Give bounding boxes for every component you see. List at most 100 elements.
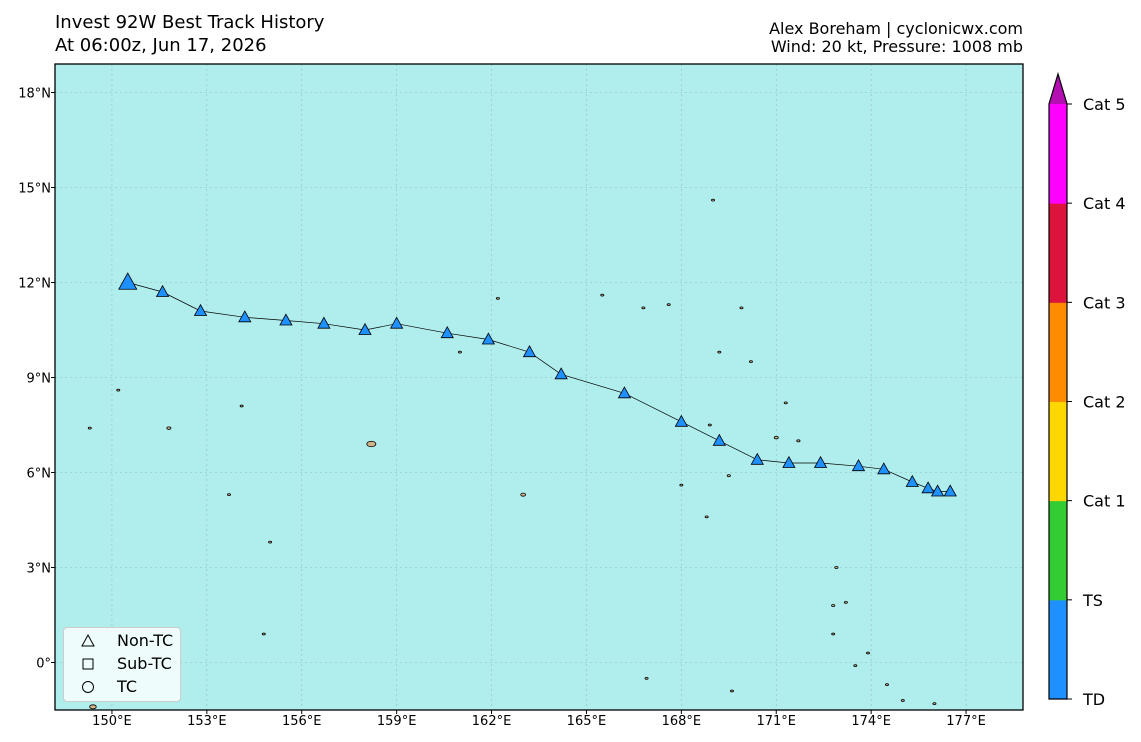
track-point-marker	[905, 474, 919, 487]
island	[600, 293, 605, 297]
track-point-marker	[155, 284, 170, 297]
island	[227, 493, 231, 497]
colorbar-outline	[1048, 71, 1068, 700]
track-point-marker	[193, 303, 208, 316]
colorbar-label: TS	[1082, 591, 1103, 610]
current-position-marker	[118, 272, 138, 290]
current-intensity-line: Wind: 20 kt, Pressure: 1008 mb	[770, 37, 1023, 56]
track-point-marker	[389, 316, 404, 329]
island	[666, 303, 671, 307]
track-point-marker	[440, 326, 454, 339]
island	[116, 388, 121, 392]
track-point-marker	[238, 310, 252, 323]
colorbar-label: TD	[1082, 690, 1105, 709]
track-point-marker	[782, 455, 796, 468]
island	[831, 632, 836, 636]
map-legend: Non-TC Sub-TC TC	[63, 627, 181, 702]
island	[457, 350, 462, 354]
colorbar-label: Cat 5	[1083, 95, 1126, 114]
island	[730, 689, 734, 693]
island	[900, 699, 905, 702]
lon-tick-label: 156°E	[282, 714, 322, 729]
track-point-marker	[317, 316, 331, 329]
ocean-background	[55, 64, 1023, 710]
island	[711, 198, 715, 202]
island	[644, 676, 649, 680]
lon-tick-label: 171°E	[756, 714, 796, 729]
track-point-marker	[921, 481, 935, 494]
legend-label: Sub-TC	[117, 654, 172, 673]
island	[726, 474, 731, 478]
island	[796, 439, 801, 443]
island	[87, 426, 92, 430]
track-point-marker	[930, 484, 945, 497]
lat-tick-label: 0°	[36, 657, 51, 672]
island	[704, 515, 709, 519]
chart-title: Invest 92W Best Track History	[55, 12, 325, 33]
island	[679, 483, 684, 487]
island	[268, 540, 273, 544]
credit-line: Alex Boreham | cyclonicwx.com	[769, 19, 1023, 38]
island	[831, 604, 836, 607]
island	[89, 704, 97, 710]
track-point-marker	[813, 455, 828, 468]
square-icon	[82, 658, 94, 670]
island	[739, 306, 744, 310]
track-point-marker	[554, 367, 568, 380]
colorbar-segment	[1049, 203, 1067, 303]
track-point-marker	[712, 433, 726, 446]
colorbar-extend-arrow	[1049, 74, 1067, 104]
track-point-marker	[358, 322, 372, 335]
legend-item-tc: TC	[64, 677, 180, 699]
colorbar-segment	[1049, 104, 1067, 204]
island	[166, 426, 172, 430]
lon-tick-label: 159°E	[377, 714, 417, 729]
track-point-marker	[279, 313, 293, 326]
island	[717, 350, 722, 354]
lon-tick-label: 153°E	[187, 714, 227, 729]
legend-item-sub-tc: Sub-TC	[64, 654, 180, 676]
island	[707, 423, 712, 427]
island	[783, 401, 788, 405]
lat-tick-label: 3°N	[27, 562, 52, 577]
track-point-marker	[877, 462, 891, 475]
legend-item-non-tc: Non-TC	[64, 631, 180, 653]
triangle-icon	[81, 633, 95, 647]
lat-tick-label: 6°N	[27, 467, 52, 482]
island	[932, 702, 937, 706]
lon-tick-label: 150°E	[92, 714, 132, 729]
island	[748, 360, 753, 364]
lon-tick-label: 168°E	[662, 714, 702, 729]
lon-tick-label: 162°E	[472, 714, 512, 729]
track-point-marker	[522, 345, 537, 358]
lat-tick-label: 18°N	[18, 87, 51, 102]
track-point-marker	[851, 459, 866, 472]
island	[843, 600, 848, 604]
colorbar-label: Cat 3	[1083, 293, 1126, 312]
lat-tick-label: 9°N	[27, 372, 52, 387]
island	[885, 683, 889, 687]
colorbar-segment	[1049, 599, 1067, 700]
track-point-marker	[674, 414, 689, 427]
chart-subtitle-time: At 06:00z, Jun 17, 2026	[55, 35, 267, 56]
lon-tick-label: 177°E	[946, 714, 986, 729]
map-frame	[54, 63, 1024, 711]
lat-tick-label: 12°N	[18, 277, 51, 292]
track-point-marker	[943, 484, 957, 497]
island	[261, 632, 266, 636]
track-point-marker	[750, 452, 764, 465]
island	[773, 436, 779, 440]
colorbar-segment	[1049, 401, 1067, 502]
track-point-marker	[481, 332, 496, 345]
island	[520, 492, 527, 497]
island	[834, 566, 839, 569]
circle-icon	[82, 681, 94, 693]
colorbar-label: Cat 4	[1083, 194, 1126, 213]
colorbar-segment	[1049, 302, 1067, 402]
colorbar-label: Cat 1	[1083, 492, 1126, 511]
lon-tick-label: 165°E	[567, 714, 607, 729]
lat-tick-label: 15°N	[18, 182, 51, 197]
island	[495, 296, 500, 300]
track-point-marker	[617, 386, 632, 399]
island	[366, 440, 377, 448]
